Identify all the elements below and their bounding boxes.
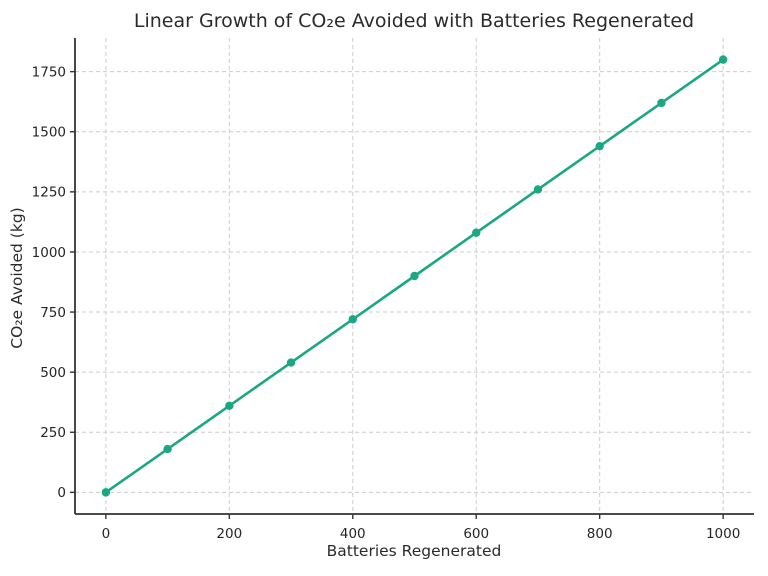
y-tick-label: 0 [57,485,66,501]
x-tick-label: 600 [463,526,489,542]
data-point [533,185,543,194]
data-point [410,271,419,281]
y-tick-label: 1000 [32,245,66,261]
y-axis-label: CO₂e Avoided (kg) [8,207,26,348]
y-tick-label: 500 [40,365,66,381]
data-point [101,488,111,497]
x-tick-label: 1000 [706,526,740,542]
data-point [595,141,604,151]
x-tick-label: 200 [216,526,242,542]
y-tick-label: 1750 [32,64,66,80]
chart-title: Linear Growth of CO₂e Avoided with Batte… [134,10,694,32]
data-point [163,444,172,454]
y-tick-label: 750 [40,305,66,321]
x-tick-label: 800 [587,526,613,542]
y-tick-label: 1250 [32,185,66,201]
data-series [101,55,728,497]
gridlines [75,38,754,514]
x-tick-label: 0 [102,526,111,542]
x-tick-label: 400 [340,526,366,542]
axis-ticks: 0 200 400 600 800 1000 0 250 500 750 1000 1250 1500 1… [32,64,741,542]
data-point [348,315,357,324]
axis-spines [74,38,754,515]
data-point [286,358,296,367]
data-point [472,228,481,237]
data-point [718,55,728,64]
data-point [225,401,234,411]
y-tick-label: 250 [40,425,66,441]
x-axis-label: Batteries Regenerated [327,542,502,560]
y-tick-label: 1500 [32,125,66,141]
data-point [657,98,666,108]
